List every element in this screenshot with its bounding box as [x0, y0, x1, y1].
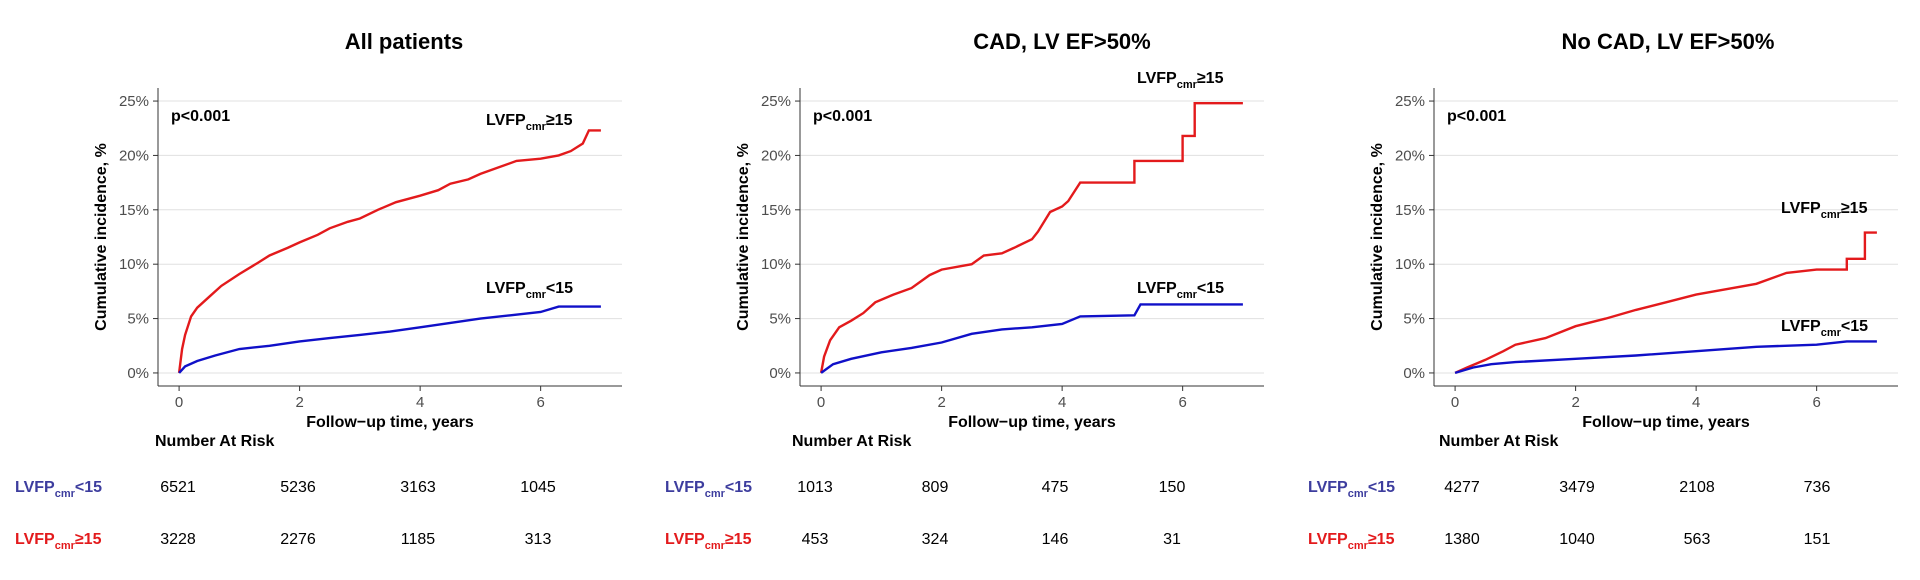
chart-panel-no-cad: No CAD, LV EF>50% 0% 5% 10% 15% 20% 25% 0 2 4 6 Fol… [1280, 0, 1920, 580]
series-line-low [820, 303, 1243, 374]
series-line-high [1454, 231, 1877, 374]
risk-value-high: 31 [1163, 531, 1181, 548]
y-tick-label: 0% [1403, 365, 1425, 382]
x-tick-label: 0 [175, 394, 183, 411]
risk-value-high: 1380 [1444, 531, 1480, 548]
curve-label-high: LVFPcmr≥15 [486, 112, 573, 133]
x-tick-label: 0 [817, 394, 825, 411]
chart-title: All patients [345, 29, 464, 54]
y-axis-label: Cumulative incidence, % [93, 143, 110, 331]
risk-value-low: 736 [1804, 479, 1831, 496]
y-tick-label: 20% [119, 147, 149, 164]
y-tick-label: 10% [119, 256, 149, 273]
series-line-high [177, 129, 601, 374]
risk-value-high: 1040 [1559, 531, 1595, 548]
y-tick-label: 5% [769, 311, 791, 328]
risk-row-label-low: LVFPcmr<15 [1308, 479, 1395, 500]
y-tick-label: 0% [127, 365, 149, 382]
y-tick-label: 25% [761, 93, 791, 110]
x-tick-label: 0 [1451, 394, 1459, 411]
risk-value-high: 313 [525, 531, 552, 548]
series-line-low [178, 305, 601, 374]
x-tick-label: 6 [1812, 394, 1820, 411]
risk-value-low: 809 [922, 479, 949, 496]
y-tick-label: 20% [1395, 147, 1425, 164]
risk-value-low: 5236 [280, 479, 316, 496]
risk-value-low: 150 [1159, 479, 1186, 496]
risk-row-label-low: LVFPcmr<15 [665, 479, 752, 500]
risk-value-low: 1013 [797, 479, 833, 496]
x-tick-label: 6 [1178, 394, 1186, 411]
risk-value-low: 475 [1042, 479, 1069, 496]
y-axis-label: Cumulative incidence, % [735, 143, 752, 331]
x-tick-label: 2 [937, 394, 945, 411]
risk-value-low: 3163 [400, 479, 436, 496]
chart-panel-cad: CAD, LV EF>50% 0% 5% 10% 15% 20% 25% 0 2 4 6 Follow… [640, 0, 1280, 580]
series-line-high [819, 102, 1243, 374]
y-tick-label: 0% [769, 365, 791, 382]
risk-value-high: 324 [922, 531, 949, 548]
risk-value-low: 4277 [1444, 479, 1480, 496]
curve-label-high: LVFPcmr≥15 [1137, 70, 1224, 91]
x-axis-label: Follow−up time, years [1582, 414, 1750, 431]
curve-label-low: LVFPcmr<15 [486, 280, 573, 301]
x-tick-label: 2 [295, 394, 303, 411]
risk-value-low: 3479 [1559, 479, 1595, 496]
risk-row-label-high: LVFPcmr≥15 [15, 531, 102, 552]
y-tick-label: 20% [761, 147, 791, 164]
y-tick-label: 15% [1395, 202, 1425, 219]
y-axis-label: Cumulative incidence, % [1369, 143, 1386, 331]
p-value-text: p<0.001 [171, 108, 230, 125]
risk-row-label-high: LVFPcmr≥15 [1308, 531, 1395, 552]
risk-value-high: 563 [1684, 531, 1711, 548]
km-chart-cad: CAD, LV EF>50% 0% 5% 10% 15% 20% 25% 0 2 4 6 Follow… [665, 29, 1264, 552]
risk-value-high: 453 [802, 531, 829, 548]
risk-value-high: 151 [1804, 531, 1831, 548]
risk-value-low: 6521 [160, 479, 196, 496]
p-value-text: p<0.001 [813, 108, 872, 125]
x-tick-label: 4 [1058, 394, 1066, 411]
risk-table-title: Number At Risk [792, 433, 912, 450]
chart-title: No CAD, LV EF>50% [1562, 29, 1775, 54]
y-tick-label: 10% [1395, 256, 1425, 273]
risk-table-title: Number At Risk [155, 433, 275, 450]
risk-row-label-high: LVFPcmr≥15 [665, 531, 752, 552]
risk-value-high: 3228 [160, 531, 196, 548]
risk-value-high: 2276 [280, 531, 316, 548]
curve-label-low: LVFPcmr<15 [1781, 318, 1868, 339]
y-tick-label: 15% [761, 202, 791, 219]
risk-row-label-low: LVFPcmr<15 [15, 479, 102, 500]
p-value-text: p<0.001 [1447, 108, 1506, 125]
x-tick-label: 4 [1692, 394, 1700, 411]
risk-value-low: 1045 [520, 479, 556, 496]
x-axis-label: Follow−up time, years [306, 414, 474, 431]
y-tick-label: 25% [119, 93, 149, 110]
y-tick-label: 5% [127, 311, 149, 328]
x-tick-label: 4 [416, 394, 424, 411]
km-chart-no-cad: No CAD, LV EF>50% 0% 5% 10% 15% 20% 25% 0 2 4 6 Fol… [1308, 29, 1898, 552]
y-tick-label: 5% [1403, 311, 1425, 328]
risk-table-title: Number At Risk [1439, 433, 1559, 450]
risk-value-low: 2108 [1679, 479, 1715, 496]
y-tick-label: 10% [761, 256, 791, 273]
curve-label-low: LVFPcmr<15 [1137, 280, 1224, 301]
risk-value-high: 146 [1042, 531, 1069, 548]
chart-title: CAD, LV EF>50% [973, 29, 1150, 54]
series-line-low [1454, 340, 1877, 375]
risk-value-high: 1185 [401, 531, 436, 548]
y-tick-label: 15% [119, 202, 149, 219]
curve-label-high: LVFPcmr≥15 [1781, 200, 1868, 221]
km-chart-all-patients: All patients 0% 5% 10% 15% 20% 25% 0 2 4 6 Follow−u… [15, 29, 622, 552]
x-tick-label: 2 [1571, 394, 1579, 411]
x-tick-label: 6 [536, 394, 544, 411]
y-tick-label: 25% [1395, 93, 1425, 110]
x-axis-label: Follow−up time, years [948, 414, 1116, 431]
chart-panel-all-patients: All patients 0% 5% 10% 15% 20% 25% 0 2 4 6 Follow−u… [0, 0, 640, 580]
